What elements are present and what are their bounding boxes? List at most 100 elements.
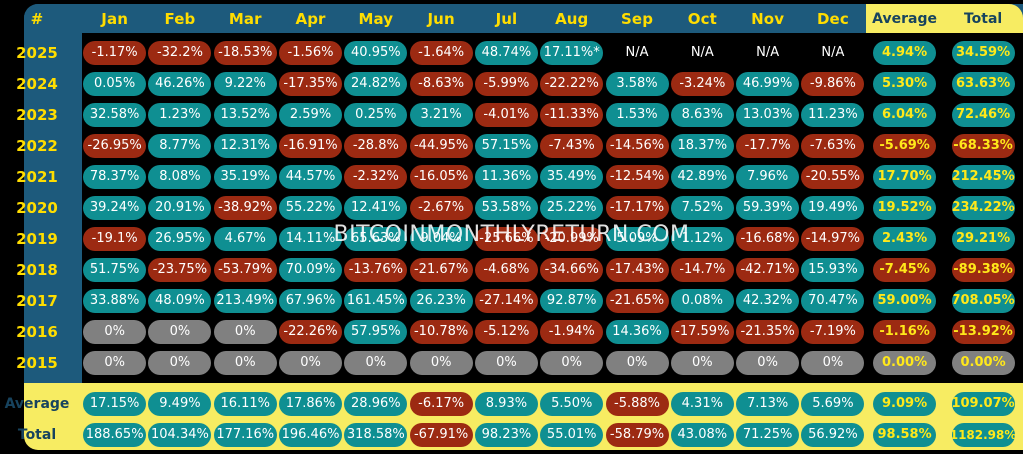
month-value-cell: 59.39%: [735, 195, 800, 220]
year-average-value-cell: 2.43%: [866, 226, 944, 251]
year-total-value-cell: -68.33%: [944, 133, 1023, 158]
month-value-cell: 0%: [213, 319, 278, 344]
year-label-cell[interactable]: 2019: [0, 230, 82, 248]
summary-label: Average: [4, 395, 70, 412]
table-row: 2018 51.75% -23.75% -53.79% 70.09% -13.76% -21…: [0, 254, 1023, 285]
average-total-header-background: [866, 4, 1023, 33]
header-month-label: Jun: [427, 9, 455, 28]
month-value-na: N/A: [821, 45, 845, 60]
month-value-cell: 1.53%: [604, 102, 669, 127]
header-month-feb[interactable]: Feb: [147, 10, 212, 28]
month-value: 42.89%: [670, 164, 734, 189]
month-value-cell: 14.11%: [278, 226, 343, 251]
year-total-value: 234.22%: [951, 195, 1015, 220]
header-month-mar[interactable]: Mar: [213, 10, 278, 28]
month-value-cell: 15.93%: [800, 257, 865, 282]
month-value-cell: 0%: [278, 350, 343, 375]
header-month-label: Feb: [164, 9, 196, 28]
summary-month-value: 8.93%: [474, 391, 538, 416]
year-label-cell[interactable]: 2018: [0, 261, 82, 279]
year-label-cell[interactable]: 2020: [0, 199, 82, 217]
month-value: 26.23%: [409, 288, 473, 313]
month-value: 33.88%: [83, 288, 147, 313]
header-month-jun[interactable]: Jun: [408, 10, 473, 28]
month-value: -17.59%: [670, 319, 734, 344]
header-month-nov[interactable]: Nov: [735, 10, 800, 28]
summary-month-value-cell: 5.50%: [539, 391, 604, 416]
month-value: -14.7%: [670, 257, 734, 282]
month-value-cell: 46.99%: [735, 71, 800, 96]
header-month-sep[interactable]: Sep: [604, 10, 669, 28]
month-value: -17.43%: [605, 257, 669, 282]
table-row: 2020 39.24% 20.91% -38.92% 55.22% 12.41% -2.67…: [0, 192, 1023, 223]
month-value-cell: 25.22%: [539, 195, 604, 220]
summary-month-value: -58.79%: [605, 422, 669, 447]
summary-month-value-cell: 9.49%: [147, 391, 212, 416]
header-corner-cell: #: [0, 10, 82, 28]
year-label-cell[interactable]: 2024: [0, 75, 82, 93]
year-label-cell[interactable]: 2025: [0, 44, 82, 62]
month-value-cell: 0%: [147, 319, 212, 344]
month-value: -14.56%: [605, 133, 669, 158]
year-label-cell[interactable]: 2016: [0, 323, 82, 341]
month-value-cell: 11.36%: [474, 164, 539, 189]
summary-row: Average 17.15% 9.49% 16.11% 17.86% 28.96% -6.1…: [0, 388, 1023, 419]
month-value-cell: 7.96%: [735, 164, 800, 189]
summary-month-value-cell: 17.86%: [278, 391, 343, 416]
year-label-cell[interactable]: 2015: [0, 354, 82, 372]
summary-total-value-cell: 1182.98%: [944, 422, 1023, 447]
header-month-jul[interactable]: Jul: [474, 10, 539, 28]
summary-month-value: 5.50%: [540, 391, 604, 416]
year-average-value: 5.30%: [873, 71, 937, 96]
summary-month-value: 55.01%: [540, 422, 604, 447]
year-label-cell[interactable]: 2022: [0, 137, 82, 155]
summary-average-value: 98.58%: [873, 422, 937, 447]
month-value: 14.36%: [605, 319, 669, 344]
month-value-cell: -7.43%: [539, 133, 604, 158]
month-value: -20.99%: [540, 226, 604, 251]
header-total[interactable]: Total: [944, 11, 1023, 27]
month-value-cell: -7.19%: [800, 319, 865, 344]
year-label-cell[interactable]: 2021: [0, 168, 82, 186]
header-average[interactable]: Average: [866, 11, 944, 27]
summary-month-value-cell: -58.79%: [604, 422, 669, 447]
month-value-cell: 3.58%: [604, 71, 669, 96]
year-total-value-cell: 212.45%: [944, 164, 1023, 189]
year-average-value: -1.16%: [873, 319, 937, 344]
header-month-apr[interactable]: Apr: [278, 10, 343, 28]
month-value: 9.22%: [213, 71, 277, 96]
month-value: -7.63%: [801, 133, 865, 158]
header-month-label: Jan: [101, 9, 128, 28]
table-row: 2016 0% 0% 0% -22.26% 57.95% -10.78% -5.12% -1.9…: [0, 316, 1023, 347]
month-value-cell: 18.37%: [670, 133, 735, 158]
month-value: 0%: [83, 350, 147, 375]
month-value: -20.55%: [801, 164, 865, 189]
year-label: 2020: [16, 198, 58, 217]
summary-month-value-cell: 188.65%: [82, 422, 147, 447]
year-average-value: -7.45%: [873, 257, 937, 282]
year-average-value-cell: 4.94%: [866, 40, 944, 65]
year-label-cell[interactable]: 2017: [0, 292, 82, 310]
year-total-value: 708.05%: [951, 288, 1015, 313]
header-month-oct[interactable]: Oct: [670, 10, 735, 28]
month-value: -7.43%: [540, 133, 604, 158]
month-value: 0%: [736, 350, 800, 375]
year-average-value: 0.00%: [873, 350, 937, 375]
header-month-jan[interactable]: Jan: [82, 10, 147, 28]
month-value-cell: 42.32%: [735, 288, 800, 313]
year-label-cell[interactable]: 2023: [0, 106, 82, 124]
month-value: 8.77%: [148, 133, 212, 158]
header-month-label: Dec: [817, 9, 849, 28]
summary-month-value: 56.92%: [801, 422, 865, 447]
summary-month-value-cell: 196.46%: [278, 422, 343, 447]
month-value-cell: 20.91%: [147, 195, 212, 220]
month-value: 17.11%*: [540, 40, 604, 65]
month-value-cell: 9.04%: [408, 226, 473, 251]
month-value-cell: -3.24%: [670, 71, 735, 96]
month-value-cell: -26.95%: [82, 133, 147, 158]
header-month-dec[interactable]: Dec: [800, 10, 865, 28]
month-value: 1.23%: [148, 102, 212, 127]
header-month-may[interactable]: May: [343, 10, 408, 28]
header-month-aug[interactable]: Aug: [539, 10, 604, 28]
year-total-value: 0.00%: [951, 350, 1015, 375]
